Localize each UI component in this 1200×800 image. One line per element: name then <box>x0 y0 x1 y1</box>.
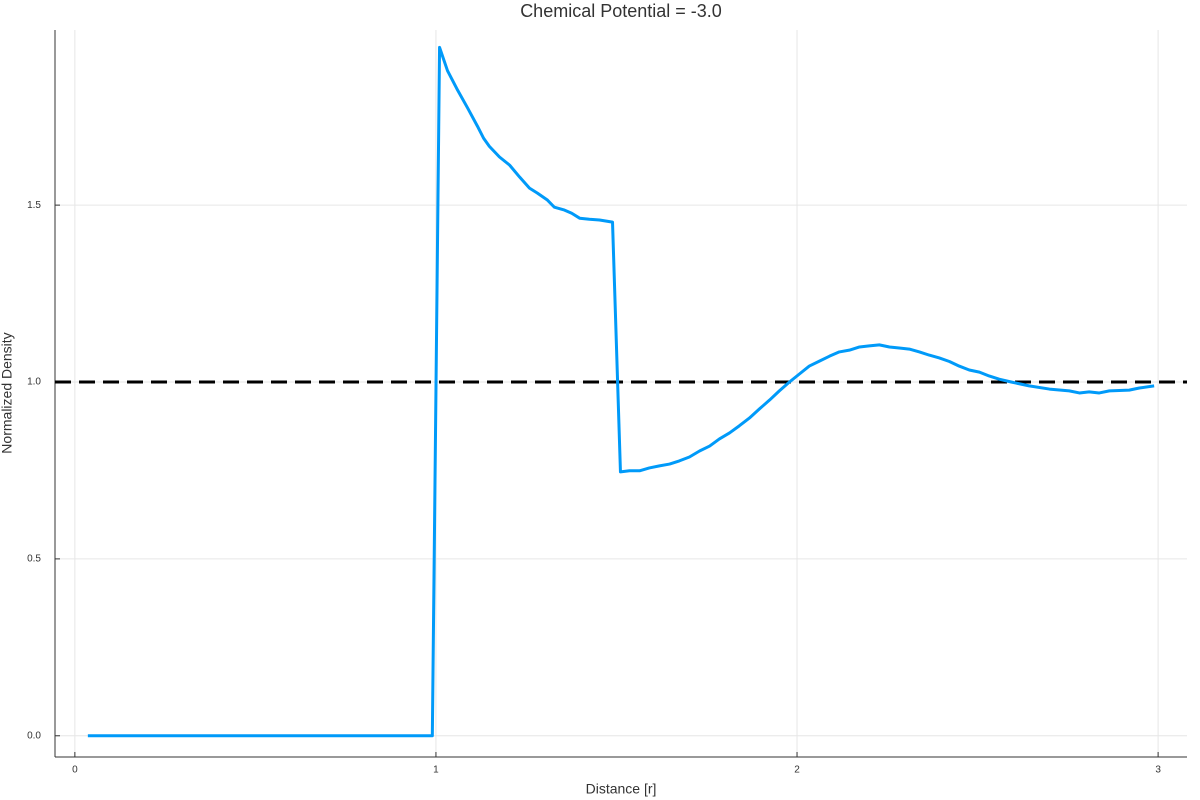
x-tick-label: 1 <box>433 765 439 776</box>
y-tick-label: 0.5 <box>27 554 41 565</box>
x-tick-label: 0 <box>72 765 78 776</box>
x-axis-label: Distance [r] <box>586 781 657 797</box>
data-line <box>87 45 1155 738</box>
chart-title: Chemical Potential = -3.0 <box>520 1 722 21</box>
y-axis-label: Normalized Density <box>0 332 15 453</box>
y-tick-label: 1.0 <box>27 377 41 388</box>
x-tick-label: 3 <box>1155 765 1161 776</box>
y-tick-label: 1.5 <box>27 200 41 211</box>
x-tick-label: 2 <box>794 765 800 776</box>
y-tick-label: 0.0 <box>27 730 41 741</box>
